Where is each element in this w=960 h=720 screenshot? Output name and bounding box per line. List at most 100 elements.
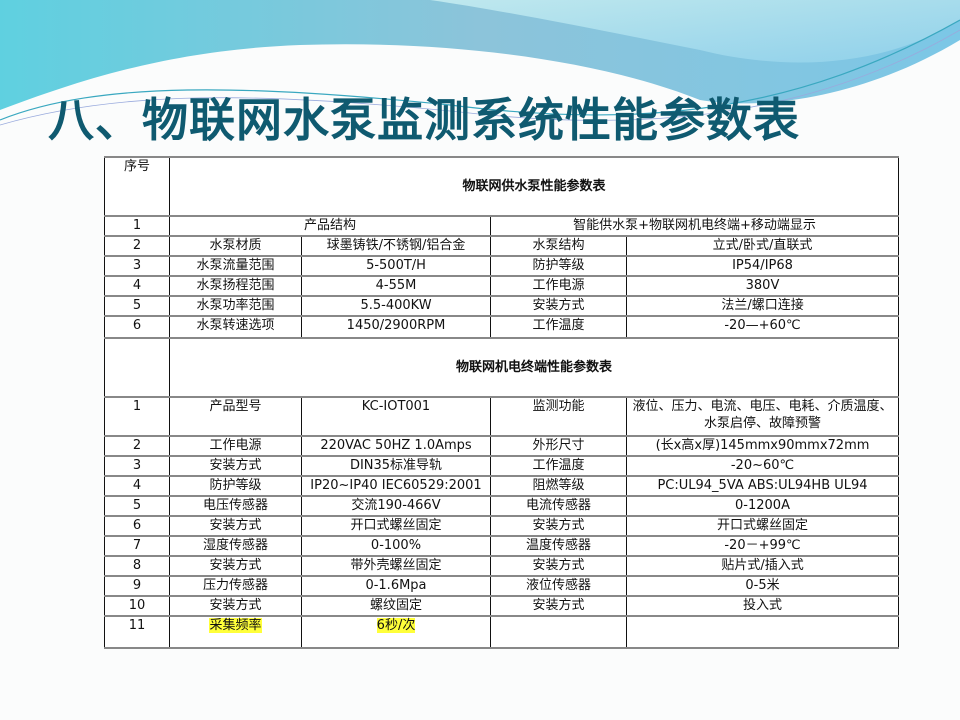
parameter-table: 序号 物联网供水泵性能参数表 1 产品结构 智能供水泵+物联网机电终端+移动端显示 2 水泵…	[104, 156, 900, 649]
param-value: 螺纹固定	[301, 595, 491, 617]
param-name: 防护等级	[490, 255, 627, 277]
row-number: 8	[104, 555, 170, 577]
param-value: 5-500T/H	[301, 255, 491, 277]
param-name: 水泵结构	[490, 235, 627, 257]
page-title: 八、物联网水泵监测系统性能参数表	[48, 93, 800, 147]
param-name: 监测功能	[490, 396, 627, 437]
param-name-text: 安装方式	[209, 518, 262, 533]
param-name-text: 安装方式	[532, 598, 585, 613]
row-number: 2	[104, 235, 170, 257]
param-name-text: 阻燃等级	[532, 478, 585, 493]
param-name-text: 水泵扬程范围	[196, 278, 275, 293]
param-value: PC:UL94_5VA ABS:UL94HB UL94	[625, 475, 900, 497]
param-value-text: 0-5米	[745, 578, 780, 593]
section-title: 物联网机电终端性能参数表	[168, 337, 900, 398]
table-row: 3 安装方式 DIN35标准导轨 工作温度 -20~60℃	[104, 455, 900, 477]
param-value-text: IP54/IP68	[732, 258, 793, 273]
param-name: 防护等级	[169, 475, 302, 497]
param-name-text: 压力传感器	[202, 578, 268, 593]
param-value-text: 球墨铸铁/不锈钢/铝合金	[326, 238, 466, 253]
param-value: 380V	[625, 275, 900, 297]
param-value-text: 220VAC 50HZ 1.0Amps	[320, 438, 472, 453]
table-row: 6 水泵转速选项 1450/2900RPM 工作温度 -20—+60℃	[104, 315, 900, 339]
param-name-text: 工作电源	[532, 278, 585, 293]
param-value: IP54/IP68	[625, 255, 900, 277]
table-row: 4 水泵扬程范围 4-55M 工作电源 380V	[104, 275, 900, 297]
param-value-text: 4-55M	[375, 278, 417, 293]
param-name-text: 液位传感器	[525, 578, 591, 593]
param-value: KC-IOT001	[301, 396, 491, 437]
param-name: 安装方式	[169, 595, 302, 617]
param-name-text: 水泵转速选项	[196, 318, 275, 333]
param-value: 球墨铸铁/不锈钢/铝合金	[301, 235, 491, 257]
param-name: 液位传感器	[490, 575, 627, 597]
param-value: 0-1200A	[625, 495, 900, 517]
param-value-text: 贴片式/插入式	[721, 558, 804, 573]
table-row: 4 防护等级 IP20~IP40 IEC60529:2001 阻燃等级 PC:UL94_…	[104, 475, 900, 497]
param-value-text: 380V	[745, 278, 780, 293]
table-row: 5 水泵功率范围 5.5-400KW 安装方式 法兰/螺口连接	[104, 295, 900, 317]
param-value: 6秒/次	[301, 615, 491, 649]
param-value: 交流190-466V	[301, 495, 491, 517]
param-value-text: IP20~IP40 IEC60529:2001	[310, 478, 482, 493]
param-name: 水泵流量范围	[169, 255, 302, 277]
param-name-text: 工作电源	[209, 438, 262, 453]
table-row: 11 采集频率 6秒/次	[104, 615, 900, 649]
param-name: 安装方式	[490, 515, 627, 537]
row-number: 1	[104, 215, 170, 237]
row-number: 11	[104, 615, 170, 649]
row-number: 10	[104, 595, 170, 617]
param-value: 法兰/螺口连接	[625, 295, 900, 317]
param-value: -20－+99℃	[625, 535, 900, 557]
param-name: 温度传感器	[490, 535, 627, 557]
param-name: 水泵扬程范围	[169, 275, 302, 297]
row-number: 1	[104, 396, 170, 437]
param-name: 阻燃等级	[490, 475, 627, 497]
table-row: 5 电压传感器 交流190-466V 电流传感器 0-1200A	[104, 495, 900, 517]
param-name: 压力传感器	[169, 575, 302, 597]
param-name: 湿度传感器	[169, 535, 302, 557]
param-name: 安装方式	[490, 595, 627, 617]
param-name: 水泵转速选项	[169, 315, 302, 339]
param-name-text: 产品型号	[209, 399, 262, 414]
row-number: 4	[104, 275, 170, 297]
row-number: 2	[104, 435, 170, 457]
param-name-text: 安装方式	[209, 458, 262, 473]
param-name-text: 安装方式	[532, 298, 585, 313]
section-header-row: 序号 物联网供水泵性能参数表	[104, 156, 900, 217]
param-name: 安装方式	[169, 515, 302, 537]
param-value: -20~60℃	[625, 455, 900, 477]
param-name: 产品型号	[169, 396, 302, 437]
param-name: 产品结构	[169, 215, 491, 237]
row-number: 3	[104, 255, 170, 277]
param-name-text: 安装方式	[209, 558, 262, 573]
param-value: 带外壳螺丝固定	[301, 555, 491, 577]
param-value: 贴片式/插入式	[625, 555, 900, 577]
param-name: 水泵材质	[169, 235, 302, 257]
param-value-text: (长x高x厚)145mmx90mmx72mm	[655, 438, 870, 453]
table-row: 8 安装方式 带外壳螺丝固定 安装方式 贴片式/插入式	[104, 555, 900, 577]
param-name: 采集频率	[169, 615, 302, 649]
param-name-text: 安装方式	[209, 598, 262, 613]
param-value: 4-55M	[301, 275, 491, 297]
row-number: 4	[104, 475, 170, 497]
param-name: 安装方式	[490, 295, 627, 317]
param-value-text: 法兰/螺口连接	[721, 298, 804, 313]
param-name	[490, 615, 627, 649]
table-row: 10 安装方式 螺纹固定 安装方式 投入式	[104, 595, 900, 617]
param-name: 工作温度	[490, 455, 627, 477]
param-value: 智能供水泵+物联网机电终端+移动端显示	[489, 215, 900, 237]
param-name-text: 湿度传感器	[202, 538, 268, 553]
param-name-text: 电压传感器	[202, 498, 268, 513]
param-name: 工作电源	[169, 435, 302, 457]
row-number: 6	[104, 515, 170, 537]
param-value: 0-1.6Mpa	[301, 575, 491, 597]
index-column-header: 序号	[104, 156, 170, 217]
param-value: IP20~IP40 IEC60529:2001	[301, 475, 491, 497]
param-name-text: 工作温度	[532, 318, 585, 333]
row-number: 7	[104, 535, 170, 557]
param-name: 安装方式	[490, 555, 627, 577]
row-number: 6	[104, 315, 170, 339]
table-row: 1 产品结构 智能供水泵+物联网机电终端+移动端显示	[104, 215, 900, 237]
param-name-text: 安装方式	[532, 558, 585, 573]
